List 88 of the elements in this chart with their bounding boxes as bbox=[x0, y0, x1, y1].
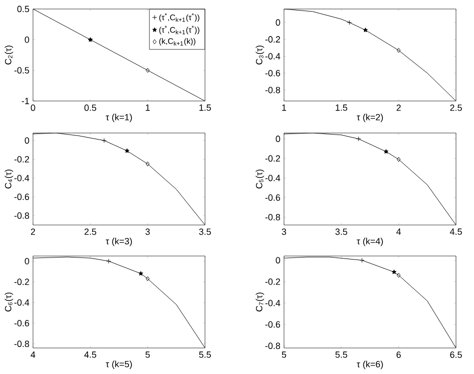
x-tick-label: 3 bbox=[282, 228, 286, 235]
y-tick-label: -0.6 bbox=[265, 321, 280, 328]
y-tick-label: 0 bbox=[24, 36, 30, 43]
x-tick-label: 5 bbox=[282, 352, 286, 358]
legend-label: (k,C$_{k+1}$(k)) bbox=[159, 38, 196, 46]
x-tick-label: 4 bbox=[396, 228, 401, 235]
y-tick-label: 0.5 bbox=[17, 6, 30, 12]
x-tick-label: 3.5 bbox=[199, 228, 211, 235]
y-axis-title: C$_{6}$(τ) bbox=[4, 292, 14, 312]
y-axis-title: C$_{3}$(τ) bbox=[256, 46, 264, 64]
x-tick-label: 4 bbox=[30, 352, 36, 358]
point bbox=[384, 149, 388, 154]
y-tick-label: -0.2 bbox=[265, 155, 280, 162]
point bbox=[360, 258, 364, 263]
x-tick-label: 6.5 bbox=[450, 352, 462, 358]
y-tick-label: 0 bbox=[24, 258, 30, 264]
y-tick-label: -0.2 bbox=[265, 36, 280, 43]
point bbox=[396, 156, 401, 162]
line-series bbox=[284, 8, 456, 101]
y-tick-label: -0.6 bbox=[265, 194, 280, 201]
y-tick-label: -0.4 bbox=[265, 174, 280, 182]
point bbox=[396, 272, 401, 278]
line-series bbox=[33, 256, 205, 348]
point bbox=[346, 20, 352, 25]
y-tick-label: -0.8 bbox=[14, 212, 30, 219]
line-series bbox=[284, 256, 456, 348]
y-tick-label: -0.8 bbox=[265, 214, 280, 220]
x-tick-label: 1.5 bbox=[336, 104, 348, 111]
x-axis-title: τ (k=5) bbox=[106, 360, 132, 370]
point bbox=[146, 162, 150, 166]
y-tick-label: -0.4 bbox=[265, 300, 280, 306]
x-tick-label: 6 bbox=[396, 352, 401, 358]
x-tick-label: 0.5 bbox=[84, 104, 96, 111]
line-series bbox=[33, 132, 205, 225]
y-axis-title: C$_{4}$(τ) bbox=[4, 170, 14, 188]
y-tick-label: -0.2 bbox=[14, 278, 30, 286]
x-axis-title: τ (k=4) bbox=[356, 238, 383, 246]
y-tick-label: -0.4 bbox=[14, 299, 30, 306]
y-tick-label: 0 bbox=[24, 137, 30, 144]
x-tick-label: 1 bbox=[146, 104, 150, 111]
point bbox=[138, 271, 144, 276]
point bbox=[102, 138, 107, 143]
y-tick-label: -1 bbox=[22, 98, 30, 104]
y-tick-label: -0.6 bbox=[14, 320, 30, 326]
y-tick-label: -0.6 bbox=[14, 194, 30, 200]
y-tick-label: -0.8 bbox=[265, 86, 280, 94]
y-tick-label: -0.5 bbox=[14, 67, 30, 74]
y-tick-label: -0.8 bbox=[14, 340, 30, 348]
x-tick-label: 0 bbox=[30, 104, 36, 111]
y-tick-label: -0.2 bbox=[265, 278, 280, 285]
x-tick-label: 2 bbox=[30, 228, 36, 235]
point bbox=[363, 28, 368, 32]
x-tick-label: 4.5 bbox=[84, 352, 96, 358]
x-axis-title: τ (k=3) bbox=[106, 238, 132, 246]
y-axis-title: C$_{2}$(τ) bbox=[4, 46, 14, 64]
x-tick-label: 1 bbox=[282, 104, 286, 111]
y-tick-label: 0 bbox=[276, 136, 280, 142]
y-tick-label: -0.8 bbox=[265, 342, 280, 350]
x-tick-label: 4.5 bbox=[450, 228, 462, 235]
point bbox=[396, 48, 401, 53]
x-tick-label: 3.5 bbox=[335, 228, 348, 235]
x-axis-title: τ (k=6) bbox=[356, 360, 383, 370]
y-axis-title: C$_{5}$(τ) bbox=[256, 170, 264, 188]
point bbox=[106, 258, 112, 264]
x-tick-label: 2.5 bbox=[84, 228, 96, 235]
x-tick-label: 2 bbox=[396, 104, 401, 111]
y-tick-label: 0 bbox=[276, 257, 280, 264]
y-tick-label: 0 bbox=[276, 19, 280, 26]
x-tick-label: 5.5 bbox=[335, 352, 348, 358]
point bbox=[146, 276, 150, 282]
x-axis-title: τ (k=1) bbox=[106, 114, 132, 122]
x-tick-label: 5.5 bbox=[199, 352, 211, 358]
line-series bbox=[284, 132, 456, 225]
y-tick-label: -0.4 bbox=[265, 53, 280, 60]
x-tick-label: 1.5 bbox=[199, 104, 211, 111]
legend-label: (τ$^{*}$,C$_{k+1}$(τ$^{*}$)) bbox=[159, 26, 200, 34]
point bbox=[392, 270, 396, 274]
y-tick-label: -0.2 bbox=[14, 156, 30, 162]
y-tick-label: -0.4 bbox=[14, 174, 30, 182]
legend-label: (τ$^{*}$,C$_{k+1}$(τ$^{*}$)) bbox=[159, 13, 200, 22]
point bbox=[356, 136, 361, 142]
x-tick-label: 2.5 bbox=[450, 104, 462, 111]
point bbox=[124, 148, 130, 153]
x-tick-label: 5 bbox=[146, 352, 150, 358]
y-tick-label: -0.6 bbox=[265, 70, 280, 76]
y-axis-title: C$_{7}$(τ) bbox=[256, 292, 264, 312]
x-tick-label: 3 bbox=[146, 228, 150, 235]
x-axis-title: τ (k=2) bbox=[356, 114, 383, 122]
